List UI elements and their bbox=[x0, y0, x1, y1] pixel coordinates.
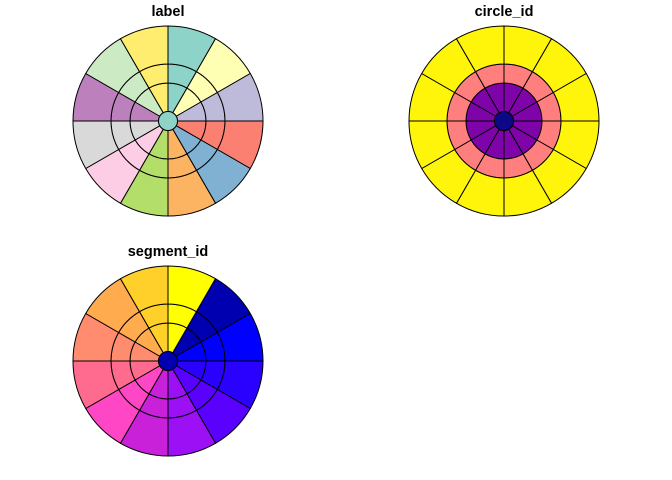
cell-circle-id-center bbox=[494, 111, 514, 131]
panel-label: label bbox=[72, 4, 264, 217]
cell-segment-id-ring-3-segment-12 bbox=[120, 265, 169, 313]
polar-grid-segment-id bbox=[72, 265, 264, 457]
panel-segment-id: segment_id bbox=[72, 244, 264, 457]
cell-label-ring-3-segment-12 bbox=[120, 25, 169, 73]
cell-label-center bbox=[158, 111, 178, 131]
cell-circle-id-ring-3-segment-12 bbox=[456, 25, 505, 73]
panel-circle-id: circle_id bbox=[408, 4, 600, 217]
polar-grid-circle-id bbox=[408, 25, 600, 217]
panel-title-circle-id: circle_id bbox=[475, 4, 534, 20]
polar-grid-label bbox=[72, 25, 264, 217]
cell-segment-id-center bbox=[158, 351, 178, 371]
panel-title-segment-id: segment_id bbox=[128, 244, 209, 260]
panel-title-label: label bbox=[151, 4, 184, 20]
